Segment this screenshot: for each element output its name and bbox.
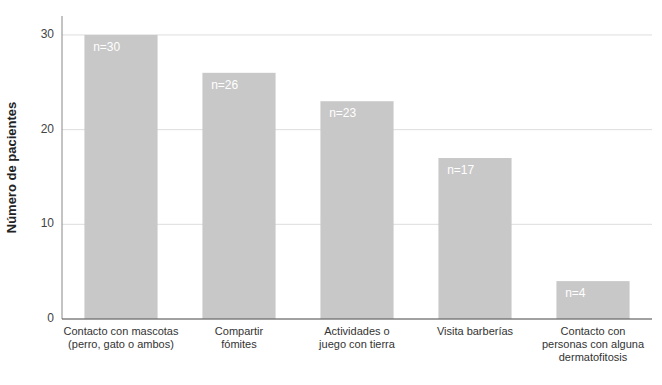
bar	[202, 73, 275, 319]
chart-svg: 0102030Número de pacientesn=30n=26n=23n=…	[0, 0, 662, 385]
y-tick-label: 0	[47, 311, 54, 325]
data-labels: n=30 n=26 n=23 n=17 n=4	[93, 40, 586, 300]
bar	[84, 35, 157, 319]
y-tick-label: 30	[41, 27, 55, 41]
x-tick-label: Visita barberías	[437, 325, 514, 337]
bars	[84, 35, 629, 319]
y-grid	[62, 35, 652, 319]
grid-line	[62, 319, 652, 320]
x-tick-label: Actividades ojuego con tierra	[318, 325, 396, 350]
bar	[438, 158, 511, 319]
x-tick-label: Contacto conpersonas con algunadermatofi…	[542, 325, 645, 363]
y-axis-line	[62, 16, 63, 319]
data-label: n=23	[329, 106, 356, 120]
x-tick-label: Compartirfómites	[215, 325, 264, 350]
data-label: n=4	[565, 286, 586, 300]
x-axis-line	[62, 319, 652, 320]
bar	[556, 281, 629, 319]
y-tick-label: 10	[41, 216, 55, 230]
data-label: n=26	[211, 78, 238, 92]
data-label: n=30	[93, 40, 120, 54]
y-axis-label: Número de pacientes	[4, 102, 19, 234]
bar	[320, 101, 393, 319]
chart-container: 0102030Número de pacientesn=30n=26n=23n=…	[0, 0, 662, 385]
data-label: n=17	[447, 163, 474, 177]
y-tick-label: 20	[41, 122, 55, 136]
x-tick-label: Contacto con mascotas(perro, gato o ambo…	[64, 325, 179, 350]
